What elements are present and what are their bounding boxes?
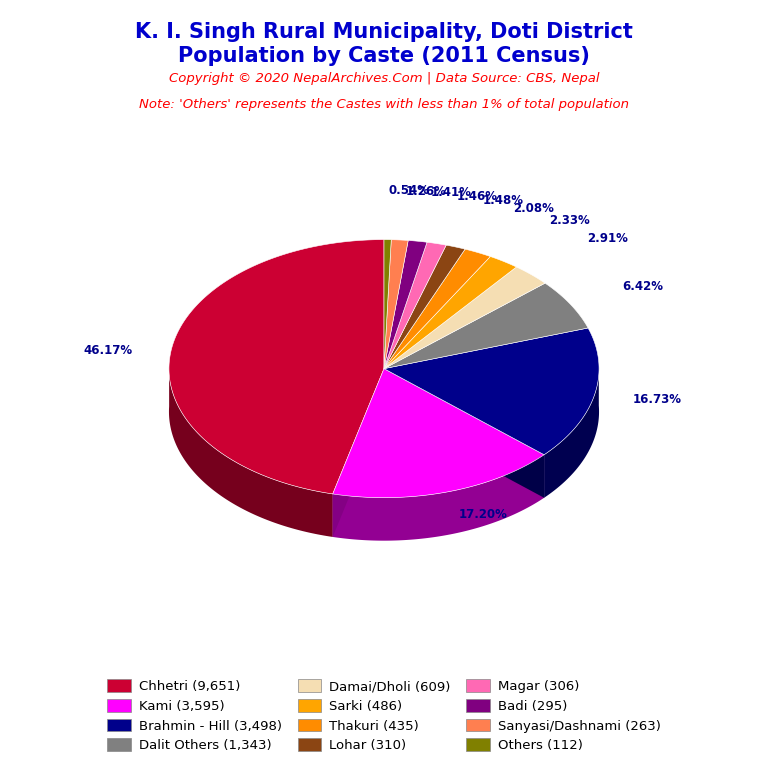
Text: 46.17%: 46.17% bbox=[83, 344, 132, 357]
Text: 2.08%: 2.08% bbox=[514, 202, 554, 215]
Polygon shape bbox=[333, 369, 384, 537]
Polygon shape bbox=[384, 240, 427, 369]
Polygon shape bbox=[384, 245, 465, 369]
Polygon shape bbox=[384, 328, 599, 455]
Text: Copyright © 2020 NepalArchives.Com | Data Source: CBS, Nepal: Copyright © 2020 NepalArchives.Com | Dat… bbox=[169, 72, 599, 85]
Text: 1.46%: 1.46% bbox=[457, 190, 498, 203]
Text: 16.73%: 16.73% bbox=[632, 393, 681, 406]
Polygon shape bbox=[384, 369, 544, 498]
Text: 17.20%: 17.20% bbox=[459, 508, 508, 521]
Polygon shape bbox=[384, 240, 391, 369]
Polygon shape bbox=[384, 240, 408, 369]
Text: 1.41%: 1.41% bbox=[430, 187, 472, 199]
Text: 1.26%: 1.26% bbox=[406, 184, 446, 197]
Polygon shape bbox=[384, 369, 544, 498]
Polygon shape bbox=[384, 242, 446, 369]
Polygon shape bbox=[333, 369, 384, 537]
Text: 2.33%: 2.33% bbox=[549, 214, 590, 227]
Polygon shape bbox=[384, 283, 588, 369]
Text: 2.91%: 2.91% bbox=[588, 233, 628, 246]
Text: Note: 'Others' represents the Castes with less than 1% of total population: Note: 'Others' represents the Castes wit… bbox=[139, 98, 629, 111]
Text: 1.48%: 1.48% bbox=[483, 194, 524, 207]
Polygon shape bbox=[333, 455, 544, 541]
Text: Population by Caste (2011 Census): Population by Caste (2011 Census) bbox=[178, 46, 590, 66]
Polygon shape bbox=[169, 363, 333, 537]
Text: 0.54%: 0.54% bbox=[389, 184, 430, 197]
Legend: Chhetri (9,651), Kami (3,595), Brahmin - Hill (3,498), Dalit Others (1,343), Dam: Chhetri (9,651), Kami (3,595), Brahmin -… bbox=[102, 674, 666, 757]
Polygon shape bbox=[384, 249, 490, 369]
Text: 6.42%: 6.42% bbox=[623, 280, 664, 293]
Polygon shape bbox=[384, 267, 545, 369]
Polygon shape bbox=[333, 369, 544, 498]
Polygon shape bbox=[544, 362, 599, 498]
Text: K. I. Singh Rural Municipality, Doti District: K. I. Singh Rural Municipality, Doti Dis… bbox=[135, 22, 633, 41]
Polygon shape bbox=[169, 240, 384, 494]
Polygon shape bbox=[384, 257, 516, 369]
